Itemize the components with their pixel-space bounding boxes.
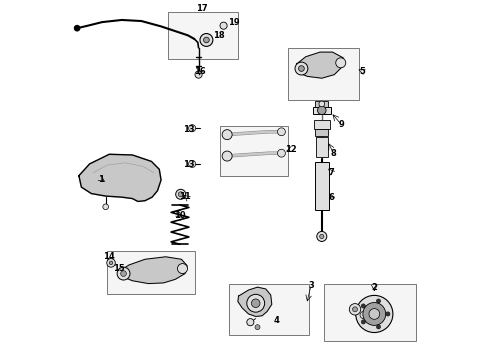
Text: 1: 1 [98, 175, 104, 184]
Circle shape [361, 320, 366, 324]
Text: 12: 12 [285, 145, 296, 154]
Circle shape [317, 231, 327, 242]
Circle shape [189, 160, 196, 167]
Circle shape [277, 149, 285, 157]
Circle shape [319, 101, 325, 107]
Text: 18: 18 [214, 31, 225, 40]
Bar [315, 162, 329, 210]
Text: 17: 17 [196, 4, 208, 13]
Circle shape [277, 128, 285, 136]
Circle shape [360, 311, 367, 319]
Circle shape [74, 25, 80, 31]
Circle shape [247, 294, 265, 312]
Bar [220, 126, 288, 176]
Bar [316, 137, 327, 157]
Circle shape [200, 33, 213, 46]
Bar [314, 120, 330, 129]
Circle shape [356, 296, 393, 333]
Text: 10: 10 [174, 211, 186, 220]
Text: 15: 15 [113, 264, 125, 273]
Text: 2: 2 [371, 283, 377, 292]
Circle shape [176, 189, 186, 199]
Circle shape [189, 125, 196, 132]
Text: 14: 14 [103, 252, 115, 261]
Bar [316, 129, 328, 136]
Text: 13: 13 [183, 161, 195, 170]
Circle shape [255, 325, 260, 330]
Circle shape [222, 130, 232, 140]
Circle shape [195, 71, 202, 78]
Circle shape [203, 37, 209, 43]
Circle shape [121, 271, 126, 276]
Circle shape [319, 234, 324, 239]
Circle shape [318, 106, 326, 114]
Circle shape [117, 267, 130, 280]
Bar [288, 48, 359, 100]
Text: 4: 4 [273, 315, 279, 324]
Bar [168, 12, 238, 59]
Circle shape [178, 192, 183, 197]
Text: 6: 6 [328, 193, 334, 202]
Polygon shape [238, 287, 272, 316]
Bar [107, 251, 195, 294]
Polygon shape [118, 257, 187, 284]
Text: 16: 16 [195, 67, 206, 76]
Circle shape [220, 22, 227, 29]
Bar [229, 284, 309, 336]
Polygon shape [297, 52, 343, 78]
Text: 13: 13 [183, 125, 195, 134]
Circle shape [376, 325, 381, 329]
Circle shape [363, 302, 386, 325]
Circle shape [251, 299, 260, 307]
Bar [323, 284, 416, 341]
Text: 7: 7 [329, 168, 334, 177]
Text: 11: 11 [179, 192, 191, 201]
Circle shape [109, 261, 113, 265]
Circle shape [295, 62, 308, 75]
Circle shape [336, 58, 346, 68]
Circle shape [222, 151, 232, 161]
Text: 19: 19 [228, 18, 240, 27]
Circle shape [247, 319, 254, 326]
Text: 8: 8 [331, 149, 337, 158]
Circle shape [107, 258, 115, 267]
Circle shape [386, 312, 390, 316]
Polygon shape [79, 154, 161, 202]
Circle shape [298, 66, 304, 71]
Text: 3: 3 [308, 281, 314, 290]
Circle shape [103, 204, 109, 210]
Circle shape [177, 264, 188, 274]
Circle shape [376, 299, 381, 303]
Text: 9: 9 [339, 120, 344, 129]
Circle shape [349, 303, 361, 315]
Circle shape [361, 304, 366, 308]
Bar [313, 107, 331, 114]
Circle shape [369, 309, 380, 319]
Text: 5: 5 [359, 67, 365, 76]
Bar [316, 101, 328, 107]
Circle shape [352, 307, 358, 312]
